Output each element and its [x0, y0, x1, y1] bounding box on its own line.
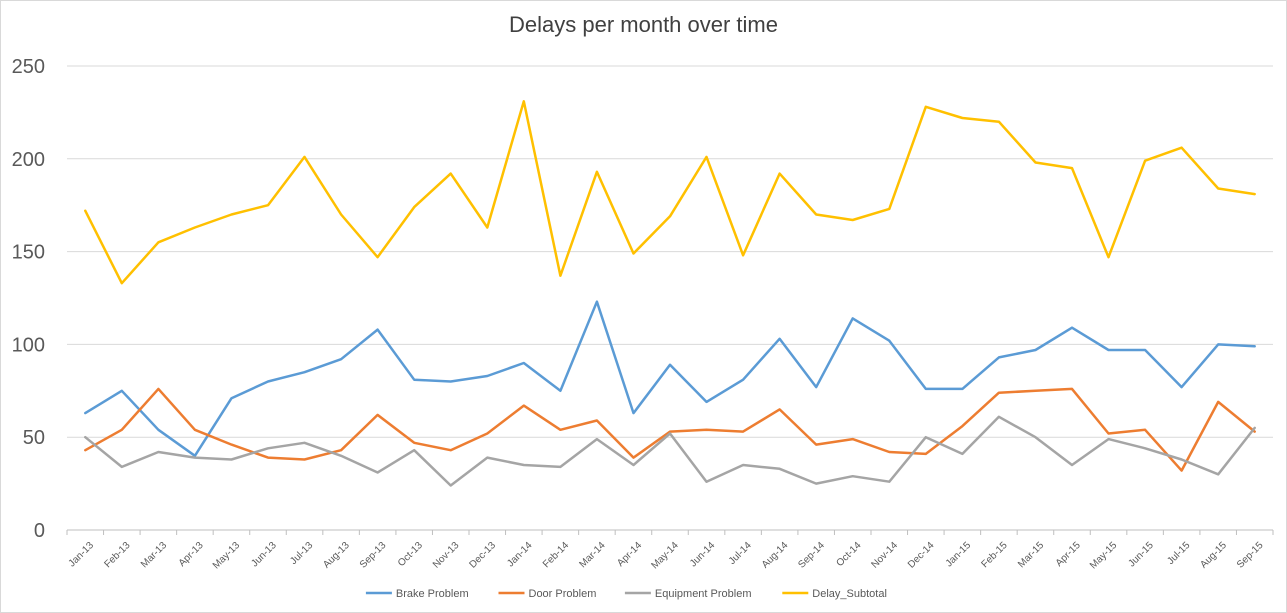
x-tick-label: Dec-14	[906, 540, 937, 571]
x-tick-label: Apr-15	[1054, 540, 1083, 569]
series-line-brake-problem	[84, 300, 1256, 458]
x-tick-label: Jul-13	[288, 540, 315, 567]
x-tick-label: Aug-15	[1198, 540, 1229, 571]
legend: Brake Problem Door Problem Equipment Probl…	[365, 588, 887, 600]
x-tick-label: Mar-15	[1016, 540, 1046, 570]
legend-label: Door Problem	[529, 588, 597, 600]
x-tick-label: Feb-13	[102, 540, 132, 570]
y-tick-label: 50	[23, 427, 45, 449]
series-line-equipment-problem	[84, 415, 1256, 487]
y-tick-label: 200	[12, 149, 45, 171]
x-tick-label: May-13	[211, 540, 243, 572]
x-tick-label: Oct-14	[835, 540, 864, 569]
chart-title: Delays per month over time	[509, 12, 778, 37]
y-tick-label: 250	[12, 56, 45, 78]
x-tick-label: Sep-13	[358, 540, 389, 571]
x-tick-label: Nov-14	[869, 540, 900, 571]
x-tick-label: May-14	[649, 540, 681, 572]
x-tick-label: Oct-13	[396, 540, 425, 569]
legend-item: Door Problem	[498, 588, 597, 600]
x-tick-label: Feb-15	[980, 540, 1010, 570]
gridlines	[67, 65, 1273, 531]
y-tick-label: 100	[12, 334, 45, 356]
y-axis-ticks: 0 50 100 150 200 250	[12, 56, 45, 542]
x-tick-label: Jun-13	[249, 540, 279, 570]
x-tick-label: Aug-13	[321, 540, 352, 571]
x-tick-label: Jan-13	[67, 540, 97, 570]
x-tick-label: Jan-15	[944, 540, 974, 570]
series-line-delay-subtotal	[84, 100, 1256, 285]
x-tick-label: Jan-14	[505, 540, 535, 570]
x-tick-label: Jul-15	[1165, 540, 1192, 567]
series-line-door-problem	[84, 387, 1256, 472]
legend-label: Delay_Subtotal	[812, 588, 887, 600]
x-axis-ticks: Jan-13 Feb-13 Mar-13 Apr-13 May-13 Jun-13 Jul-…	[66, 530, 1274, 572]
x-tick-label: May-15	[1088, 540, 1120, 572]
series-lines	[84, 100, 1256, 487]
x-tick-label: Nov-13	[431, 540, 462, 571]
legend-item: Brake Problem	[365, 588, 469, 600]
x-tick-label: Mar-13	[139, 540, 169, 570]
x-tick-label: Feb-14	[541, 540, 571, 570]
x-tick-label: Jun-15	[1126, 540, 1156, 570]
legend-item: Delay_Subtotal	[782, 588, 887, 600]
legend-item: Equipment Problem	[624, 588, 752, 600]
y-tick-label: 150	[12, 242, 45, 264]
x-tick-label: Sep-15	[1235, 540, 1266, 571]
x-tick-label: Apr-14	[615, 540, 644, 569]
y-tick-label: 0	[34, 520, 45, 542]
x-tick-label: Mar-14	[578, 540, 608, 570]
x-tick-label: Dec-13	[467, 540, 498, 571]
x-tick-label: Aug-14	[760, 540, 791, 571]
x-tick-label: Sep-14	[796, 540, 827, 571]
legend-label: Brake Problem	[396, 588, 469, 600]
x-tick-label: Jun-14	[688, 540, 718, 570]
legend-label: Equipment Problem	[655, 588, 752, 600]
x-tick-label: Jul-14	[727, 540, 754, 567]
x-tick-label: Apr-13	[177, 540, 206, 569]
